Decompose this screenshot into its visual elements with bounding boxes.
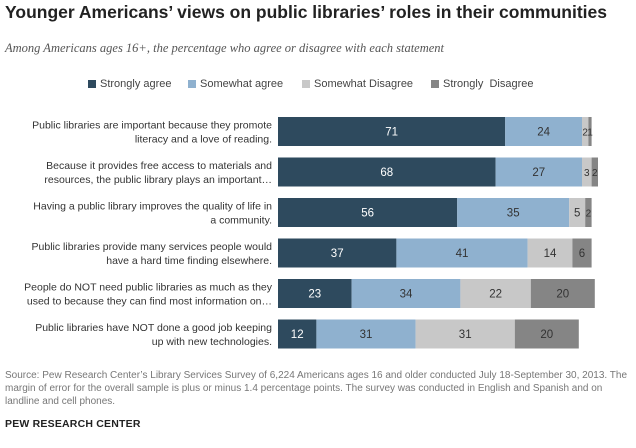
bar-segment [278, 279, 352, 308]
data-label: 12 [291, 329, 304, 341]
data-label: 37 [331, 248, 344, 260]
source-note: Source: Pew Research Center’s Library Se… [5, 370, 628, 407]
bar-segment [514, 319, 579, 349]
legend-label-somewhat-disagree: Somewhat Disagree [314, 78, 414, 90]
data-label: 14 [544, 248, 557, 260]
category-label: Public libraries are important because t… [32, 120, 272, 132]
data-label: 31 [360, 329, 373, 341]
bar-segment [530, 279, 595, 308]
bar-segment [415, 319, 515, 349]
data-label: 3 [584, 168, 590, 179]
data-label: 20 [556, 289, 569, 301]
data-label: 35 [507, 208, 520, 220]
category-label: Public libraries have NOT done a good jo… [35, 322, 272, 334]
bar-segment [460, 279, 531, 308]
bar-segment [457, 198, 570, 227]
category-label: used to because they can find most infor… [27, 296, 272, 308]
bar-segment [351, 279, 461, 308]
bar-segment [278, 319, 317, 349]
legend-swatch-strongly-disagree [431, 80, 439, 88]
bar-segment [572, 238, 592, 268]
legend-swatch-somewhat-disagree [302, 80, 310, 88]
category-label: up with new technologies. [152, 336, 272, 348]
chart-subtitle: Among Americans ages 16+, the percentage… [5, 41, 445, 55]
category-label: Public libraries provide many services p… [32, 241, 273, 253]
bar-segment [569, 198, 586, 227]
category-label: People do NOT need public libraries as m… [24, 282, 273, 294]
bar-segment [278, 117, 506, 146]
brand-footer: PEW RESEARCH CENTER [5, 418, 141, 430]
bar-segment [396, 238, 528, 268]
category-label: literacy and a love of reading. [135, 134, 272, 146]
category-label: Because it provides free access to mater… [46, 160, 272, 172]
data-label: 27 [532, 167, 545, 179]
chart-legend: Strongly agree Somewhat agree Somewhat D… [0, 78, 636, 94]
category-label: resources, the public library plays an i… [44, 174, 272, 186]
legend-item-somewhat-agree: Somewhat agree [188, 78, 283, 90]
data-label: 2 [586, 209, 592, 220]
data-label: 31 [459, 329, 472, 341]
data-label: 22 [489, 289, 502, 301]
data-label: 68 [380, 167, 393, 179]
bar-segment [588, 117, 592, 146]
bar-segment [505, 117, 582, 146]
legend-label-somewhat-agree: Somewhat agree [200, 78, 284, 90]
data-label: 24 [537, 127, 550, 139]
data-label: 2 [592, 168, 598, 179]
bar-segment [591, 157, 598, 187]
data-label: 1 [587, 128, 593, 139]
bar-segment [278, 238, 397, 268]
data-label: 23 [308, 289, 321, 301]
data-label: 20 [540, 329, 553, 341]
data-label: 2 [582, 128, 588, 139]
legend-item-strongly-disagree: Strongly Disagree [431, 78, 534, 90]
bar-segment [495, 157, 582, 187]
bar-segment [582, 157, 592, 187]
bar-segment [278, 157, 496, 187]
legend-item-somewhat-disagree: Somewhat Disagree [302, 78, 413, 90]
chart-title: Younger Americans’ views on public libra… [5, 2, 607, 22]
legend-swatch-strongly-agree [88, 80, 96, 88]
data-label: 34 [400, 289, 413, 301]
category-label: Having a public library improves the qua… [33, 201, 272, 213]
category-label: a community. [210, 215, 272, 227]
data-label: 41 [456, 248, 469, 260]
data-label: 6 [579, 248, 585, 260]
legend-swatch-somewhat-agree [188, 80, 196, 88]
data-label: 56 [361, 208, 374, 220]
category-label: have a hard time finding elsewhere. [106, 255, 272, 267]
bar-segment [316, 319, 416, 349]
bar-segment [278, 198, 458, 227]
bar-segment [585, 198, 592, 227]
bar-segment [582, 117, 589, 146]
bar-segment [527, 238, 573, 268]
legend-item-strongly-agree: Strongly agree [88, 78, 172, 90]
legend-label-strongly-disagree: Strongly Disagree [443, 78, 534, 90]
data-label: 5 [574, 208, 580, 220]
data-label: 71 [385, 127, 398, 139]
legend-label-strongly-agree: Strongly agree [100, 78, 172, 90]
